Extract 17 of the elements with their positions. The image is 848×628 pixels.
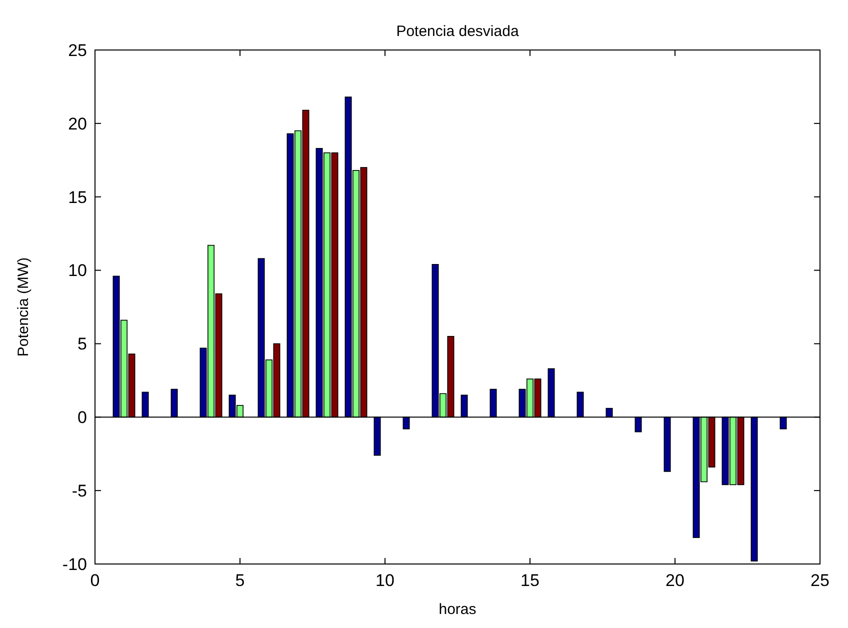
x-tick-label: 20: [666, 571, 684, 590]
y-tick-label: 25: [68, 40, 87, 60]
x-tick-label: 10: [376, 571, 394, 590]
y-axis-title: Potencia (MW): [15, 257, 32, 357]
y-tick-label: 5: [78, 334, 87, 354]
y-tick-label: 10: [68, 261, 87, 280]
x-axis-title: horas: [438, 601, 476, 618]
chart-title: Potencia desviada: [396, 23, 520, 40]
x-tick-label: 0: [90, 571, 100, 590]
y-tick-label: 0: [78, 408, 87, 428]
x-tick-label: 15: [520, 571, 540, 590]
y-tick-label: -10: [62, 554, 87, 574]
y-tick-label: 15: [68, 188, 87, 207]
x-tick-label: 25: [810, 571, 830, 590]
x-tick-label: 5: [235, 571, 245, 590]
y-tick-label: 20: [68, 114, 87, 134]
y-tick-label: -5: [72, 482, 87, 501]
